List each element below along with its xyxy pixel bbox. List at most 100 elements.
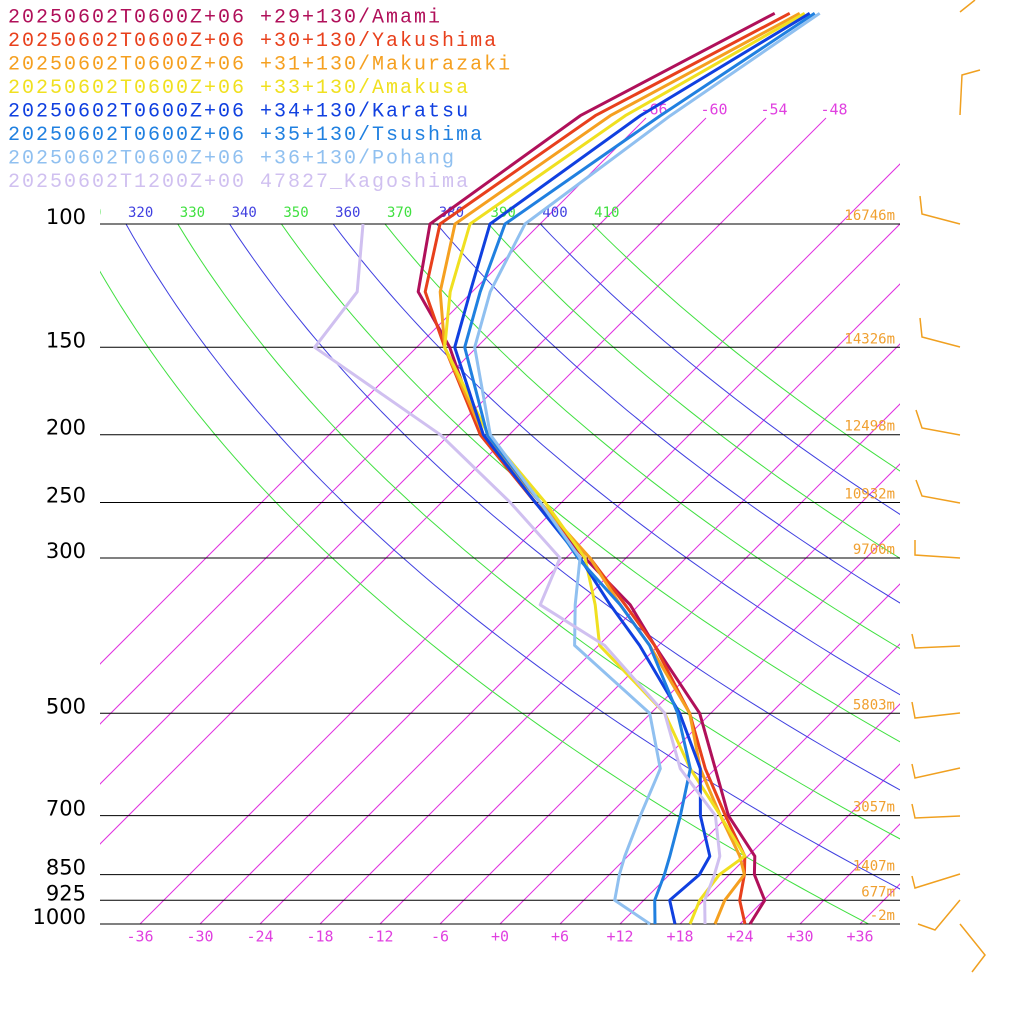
pressure-label: 200 <box>46 416 86 440</box>
x-tick-label: +36 <box>846 928 873 946</box>
isotherm <box>100 117 767 785</box>
dry-adiabat <box>125 223 900 890</box>
profile-line <box>423 11 791 925</box>
x-tick-label: +18 <box>666 928 693 946</box>
isotherm <box>259 283 900 924</box>
legend-entry: 20250602T0600Z+06 +34+130/Karatsu <box>8 100 470 123</box>
isotherm <box>439 463 900 924</box>
pressure-label: 850 <box>46 856 86 880</box>
pressure-label: 1000 <box>33 905 86 929</box>
legend-entry: 20250602T0600Z+06 +31+130/Makurazaki <box>8 53 512 76</box>
legend-entry: 20250602T0600Z+06 +35+130/Tsushima <box>8 124 484 147</box>
dry-adiabat <box>100 270 869 924</box>
isotherm-label: -48 <box>820 101 847 119</box>
dry-adiabat <box>332 223 900 696</box>
dry-adiabat <box>591 223 900 472</box>
theta-label: 370 <box>387 205 412 221</box>
legend-entry: 20250602T0600Z+06 +29+130/Amami <box>8 6 442 29</box>
barb <box>915 479 961 504</box>
isotherm <box>799 823 900 924</box>
x-tick-label: -24 <box>246 928 273 946</box>
dry-adiabat <box>488 223 900 559</box>
barb <box>959 69 981 116</box>
barb <box>917 899 961 931</box>
profile-line <box>313 223 722 925</box>
height-label: 16746m <box>844 208 895 224</box>
height-label: 1407m <box>853 859 895 875</box>
pressure-label: 100 <box>46 205 86 229</box>
x-tick-label: -12 <box>366 928 393 946</box>
height-label: -2m <box>870 908 895 924</box>
profile-line <box>473 12 821 926</box>
theta-label: 380 <box>439 205 464 221</box>
isotherm <box>139 163 900 924</box>
isotherm <box>679 703 900 924</box>
theta-label: 340 <box>232 205 257 221</box>
profile-line <box>438 11 801 925</box>
dry-adiabat <box>229 223 900 791</box>
height-label: 5803m <box>853 697 895 713</box>
theta-label: 310 <box>76 205 101 221</box>
height-label: 10932m <box>844 487 895 503</box>
x-tick-label: +30 <box>786 928 813 946</box>
isotherm <box>379 403 900 924</box>
barb <box>914 540 961 559</box>
x-tick-label: -6 <box>431 928 449 946</box>
wind-barbs <box>911 0 986 973</box>
theta-label: 330 <box>180 205 205 221</box>
x-tick-label: +12 <box>606 928 633 946</box>
legend: 20250602T0600Z+06 +29+130/Amami20250602T… <box>8 6 512 194</box>
barb <box>911 633 961 649</box>
pressure-label: 150 <box>46 328 86 352</box>
barb <box>919 195 961 225</box>
height-label: 12498m <box>844 419 895 435</box>
barb <box>959 923 986 973</box>
theta-label: 360 <box>335 205 360 221</box>
height-label: 677m <box>861 884 895 900</box>
isotherm-label: -54 <box>760 101 787 119</box>
x-tick-label: +0 <box>491 928 509 946</box>
profile-line <box>463 12 816 925</box>
barb <box>959 0 976 13</box>
x-tick-label: -18 <box>306 928 333 946</box>
profile-line <box>416 11 776 925</box>
pressure-label: 925 <box>46 881 86 905</box>
dry-adiabat <box>177 223 900 840</box>
x-tick-label: +24 <box>726 928 753 946</box>
isotherm <box>100 117 707 725</box>
isotherm <box>619 643 900 924</box>
x-tick-label: -30 <box>186 928 213 946</box>
legend-entry: 20250602T0600Z+06 +30+130/Yakushima <box>8 30 498 53</box>
profiles <box>313 11 821 926</box>
height-label: 14326m <box>844 331 895 347</box>
barb <box>915 409 961 436</box>
isotherm <box>199 223 900 924</box>
pressure-label: 500 <box>46 694 86 718</box>
isotherm <box>319 343 900 924</box>
theta-label: 400 <box>542 205 567 221</box>
barb <box>911 763 961 779</box>
theta-label: 350 <box>283 205 308 221</box>
legend-entry: 20250602T1200Z+00 47827_Kagoshima <box>8 171 470 194</box>
isotherm-label: -60 <box>700 101 727 119</box>
dry-adiabat <box>540 223 900 515</box>
pressure-label: 300 <box>46 539 86 563</box>
isotherm <box>100 117 827 845</box>
dry-adiabat <box>280 223 900 743</box>
height-label: 9700m <box>853 542 895 558</box>
legend-entry: 20250602T0600Z+06 +33+130/Amakusa <box>8 77 470 100</box>
pressure-label: 250 <box>46 484 86 508</box>
legend-entry: 20250602T0600Z+06 +36+130/Pohang <box>8 147 456 170</box>
barb <box>911 701 961 719</box>
dry-adiabat <box>436 223 900 604</box>
isotherm <box>559 583 900 924</box>
profile-line <box>443 11 806 925</box>
x-tick-label: +6 <box>551 928 569 946</box>
axes: 100 16746m 150 14326m 200 12498m 250 10932m 300 9… <box>33 101 900 946</box>
barb <box>919 317 961 348</box>
theta-label: 410 <box>594 205 619 221</box>
profile-line <box>453 12 811 925</box>
isotherm <box>499 523 900 924</box>
dry-adiabat <box>384 223 900 650</box>
